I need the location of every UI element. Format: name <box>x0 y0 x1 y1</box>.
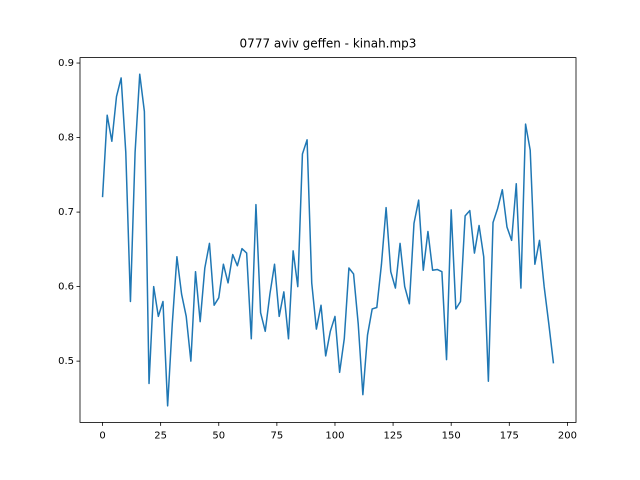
x-tick-label: 75 <box>270 430 283 441</box>
y-tick-label: 0.5 <box>58 356 74 367</box>
x-tick-label: 100 <box>325 430 344 441</box>
x-tick-label: 150 <box>442 430 461 441</box>
x-tick-label: 50 <box>212 430 225 441</box>
x-tick-label: 175 <box>500 430 519 441</box>
chart-title: 0777 aviv geffen - kinah.mp3 <box>240 37 417 51</box>
plot-frame <box>79 57 577 423</box>
data-line <box>101 73 555 407</box>
y-tick-label: 0.9 <box>58 58 74 69</box>
y-tick-label: 0.6 <box>58 282 74 293</box>
y-tick-label: 0.8 <box>58 133 74 144</box>
y-tick-label: 0.7 <box>58 207 74 218</box>
x-tick-label: 125 <box>384 430 403 441</box>
x-tick-label: 25 <box>154 430 167 441</box>
x-tick-label: 200 <box>558 430 577 441</box>
x-tick-label: 0 <box>99 430 105 441</box>
